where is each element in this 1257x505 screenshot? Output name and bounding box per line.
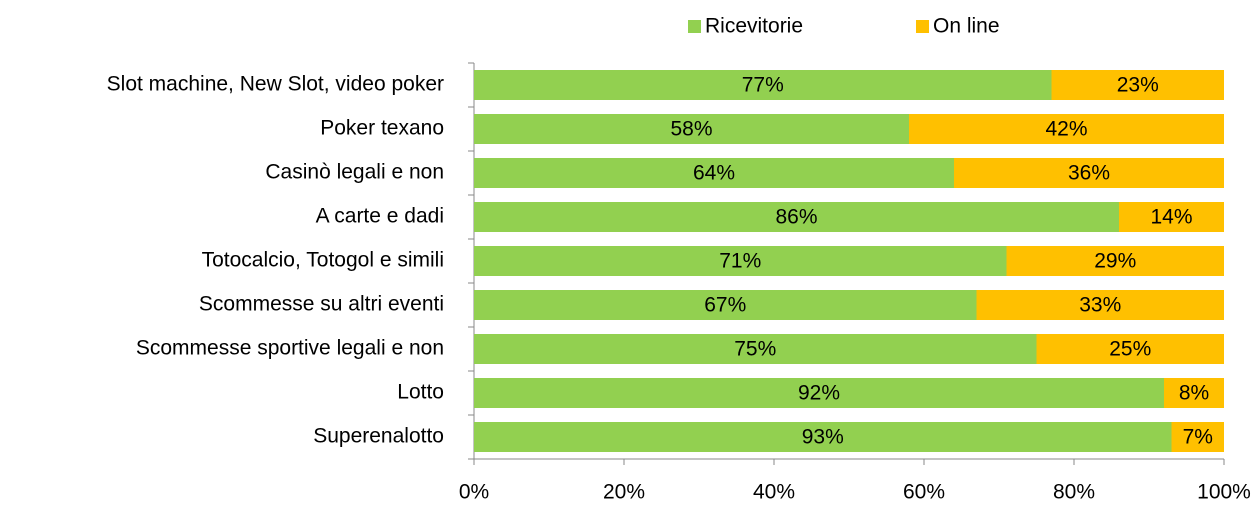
x-tick-label: 100% xyxy=(1197,481,1251,504)
data-label: 75% xyxy=(734,338,776,361)
data-label: 86% xyxy=(775,206,817,229)
data-label: 33% xyxy=(1079,294,1121,317)
y-tick-label: Lotto xyxy=(397,381,444,404)
x-tick-label: 40% xyxy=(753,481,795,504)
legend-label: On line xyxy=(933,15,1000,38)
bar-segment xyxy=(474,158,954,188)
y-tick-label: Casinò legali e non xyxy=(265,161,444,184)
bar-segment xyxy=(1036,334,1224,364)
y-tick-label: Scommesse su altri eventi xyxy=(199,293,444,316)
y-tick-label: Scommesse sportive legali e non xyxy=(136,337,444,360)
x-tick-label: 20% xyxy=(603,481,645,504)
legend-swatch xyxy=(688,20,701,33)
bar-segment xyxy=(954,158,1224,188)
data-label: 14% xyxy=(1150,206,1192,229)
bar-segment xyxy=(474,70,1052,100)
bar-segment xyxy=(1051,70,1224,100)
bar-segment xyxy=(474,290,977,320)
y-tick-label: A carte e dadi xyxy=(316,205,444,228)
bar-segment xyxy=(474,422,1172,452)
bar-segment xyxy=(1164,378,1224,408)
data-label: 64% xyxy=(693,162,735,185)
data-label: 23% xyxy=(1117,74,1159,97)
data-label: 92% xyxy=(798,382,840,405)
data-label: 36% xyxy=(1068,162,1110,185)
data-label: 7% xyxy=(1183,426,1213,449)
data-label: 67% xyxy=(704,294,746,317)
bar-segment xyxy=(474,378,1164,408)
legend-label: Ricevitorie xyxy=(705,15,803,38)
data-label: 29% xyxy=(1094,250,1136,273)
y-tick-label: Poker texano xyxy=(320,117,444,140)
data-label: 77% xyxy=(742,74,784,97)
x-tick-label: 0% xyxy=(459,481,489,504)
x-tick-label: 80% xyxy=(1053,481,1095,504)
data-label: 25% xyxy=(1109,338,1151,361)
data-label: 42% xyxy=(1045,118,1087,141)
data-label: 71% xyxy=(719,250,761,273)
bar-segment xyxy=(1171,422,1224,452)
y-tick-label: Slot machine, New Slot, video poker xyxy=(107,73,444,96)
legend-swatch xyxy=(916,20,929,33)
bar-segment xyxy=(474,334,1037,364)
bar-segment xyxy=(1006,246,1224,276)
bar-segment xyxy=(1119,202,1224,232)
y-tick-label: Superenalotto xyxy=(313,425,444,448)
y-tick-label: Totocalcio, Totogol e simili xyxy=(202,249,444,272)
bar-segment xyxy=(976,290,1224,320)
data-label: 93% xyxy=(802,426,844,449)
bar-segment xyxy=(474,202,1119,232)
bar-segment xyxy=(474,114,909,144)
bar-segment xyxy=(474,246,1007,276)
data-label: 58% xyxy=(670,118,712,141)
x-tick-label: 60% xyxy=(903,481,945,504)
data-label: 8% xyxy=(1179,382,1209,405)
bar-segment xyxy=(909,114,1224,144)
